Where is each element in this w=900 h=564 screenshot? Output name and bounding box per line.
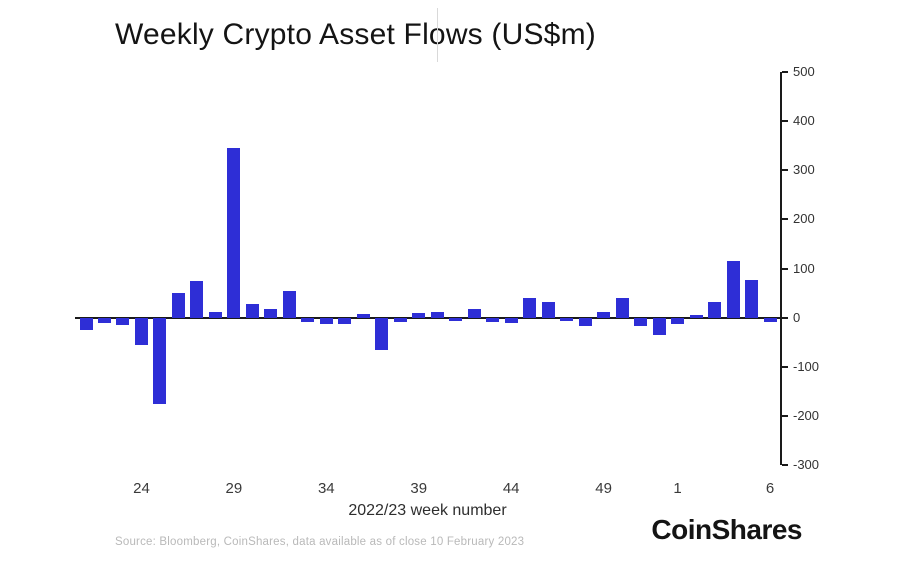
bar-week-50 bbox=[615, 297, 629, 318]
y-tick-mark bbox=[782, 316, 788, 319]
bar-week-26 bbox=[171, 293, 185, 318]
source-note: Source: Bloomberg, CoinShares, data avai… bbox=[115, 536, 525, 548]
y-tick-label: -200 bbox=[793, 407, 820, 423]
x-tick-label: 49 bbox=[595, 480, 612, 497]
bar-week-40 bbox=[430, 311, 444, 318]
x-tick-label: 24 bbox=[133, 480, 150, 497]
x-axis-title: 2022/23 week number bbox=[348, 502, 507, 519]
bar-week-28 bbox=[208, 311, 222, 318]
bar-week-27 bbox=[190, 280, 204, 318]
bar-week-32 bbox=[282, 290, 296, 318]
bar-week-48 bbox=[578, 317, 592, 327]
bar-week-42 bbox=[467, 308, 481, 318]
bar-week-46 bbox=[541, 301, 555, 318]
bar-week-1 bbox=[671, 317, 685, 324]
bar-week-34 bbox=[319, 317, 333, 324]
bar-week-21 bbox=[79, 317, 93, 330]
bar-week-33 bbox=[301, 317, 315, 322]
y-tick-mark bbox=[782, 414, 788, 417]
bar-week-39 bbox=[412, 312, 426, 318]
bar-week-6 bbox=[763, 317, 777, 322]
bar-week-2 bbox=[689, 314, 703, 318]
y-axis-line bbox=[780, 72, 782, 465]
y-tick-label: 500 bbox=[793, 64, 815, 79]
y-tick-label: 0 bbox=[793, 309, 801, 325]
x-tick-label: 6 bbox=[765, 480, 775, 497]
bar-week-5 bbox=[745, 280, 758, 318]
bar-week-41 bbox=[449, 317, 463, 321]
bar-week-24 bbox=[134, 317, 148, 345]
y-tick-label: -300 bbox=[793, 457, 820, 472]
x-tick-label: 44 bbox=[502, 480, 520, 497]
bar-week-51 bbox=[634, 317, 648, 327]
bar-week-23 bbox=[116, 317, 130, 325]
chart-title: Weekly Crypto Asset Flows (US$m) bbox=[115, 18, 596, 51]
bar-week-47 bbox=[560, 317, 574, 321]
bar-week-49 bbox=[597, 311, 611, 318]
bar-week-45 bbox=[523, 297, 537, 318]
y-tick-mark bbox=[782, 120, 788, 123]
bar-week-22 bbox=[97, 317, 111, 323]
bar-week-31 bbox=[264, 308, 278, 318]
y-tick-label: 200 bbox=[793, 211, 815, 227]
y-tick-mark bbox=[782, 218, 788, 221]
y-tick-label: 400 bbox=[793, 113, 815, 129]
x-tick-label: 39 bbox=[410, 480, 428, 497]
bar-week-35 bbox=[338, 317, 352, 324]
y-tick-mark bbox=[782, 464, 788, 466]
y-tick-label: 300 bbox=[793, 162, 815, 178]
title-caret-line bbox=[437, 8, 438, 62]
bar-week-44 bbox=[504, 317, 518, 323]
y-tick-mark bbox=[782, 169, 788, 172]
bar-week-25 bbox=[153, 317, 167, 404]
zero-baseline bbox=[75, 316, 780, 319]
y-tick-label: 100 bbox=[793, 260, 815, 276]
y-tick-mark bbox=[782, 365, 788, 368]
y-tick-mark bbox=[782, 267, 788, 270]
bar-week-36 bbox=[356, 313, 370, 318]
bar-week-3 bbox=[708, 301, 722, 318]
bar-week-37 bbox=[375, 317, 389, 350]
x-tick-label: 1 bbox=[673, 480, 682, 497]
x-tick-label: 29 bbox=[225, 480, 243, 497]
bar-week-30 bbox=[245, 303, 259, 318]
bar-week-43 bbox=[486, 317, 500, 322]
y-tick-mark bbox=[782, 71, 788, 73]
plot-area: 500 400 300 200 100 0 -100 -200 -300 24 29 34 39 44 4… bbox=[75, 64, 819, 519]
bar-week-4 bbox=[726, 261, 740, 318]
x-tick-label: 34 bbox=[317, 480, 335, 497]
bar-week-52 bbox=[652, 317, 666, 335]
bar-week-38 bbox=[393, 317, 407, 322]
bar-week-29 bbox=[227, 148, 241, 318]
y-tick-label: -100 bbox=[793, 358, 820, 374]
coinshares-logo: CoinShares bbox=[651, 514, 802, 545]
